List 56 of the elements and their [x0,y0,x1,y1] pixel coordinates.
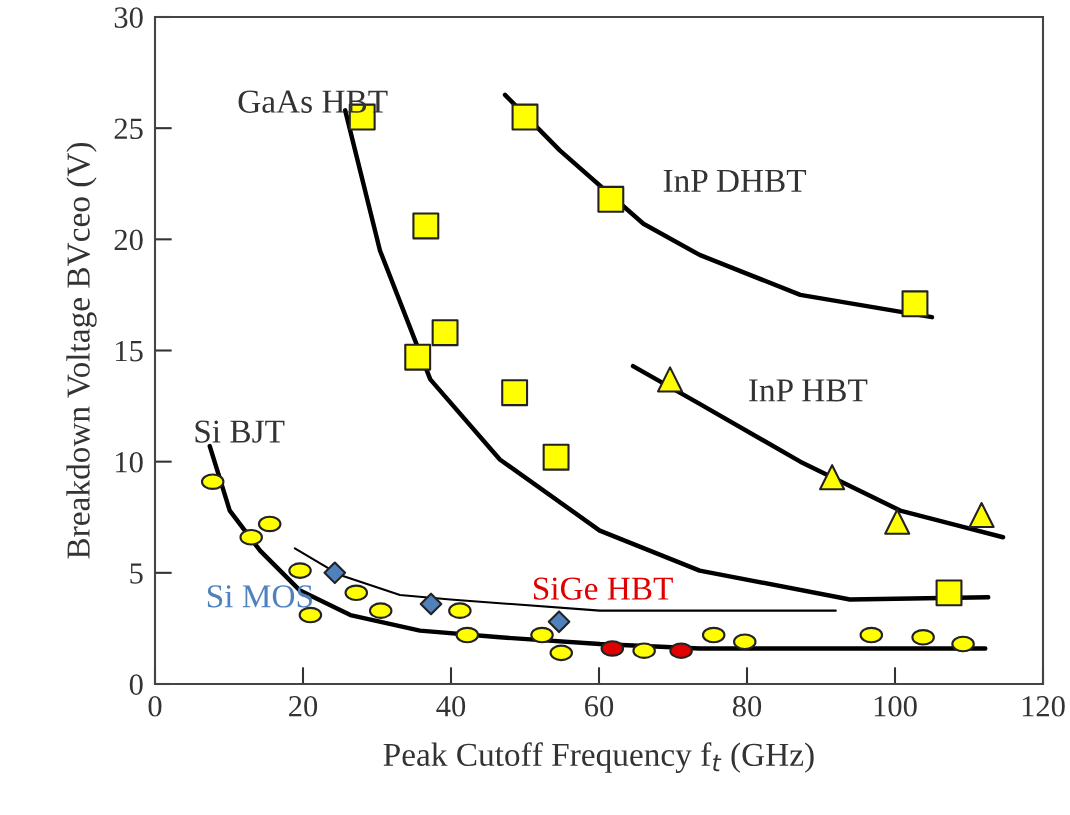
point [656,366,684,393]
y-tick-label: 5 [130,563,143,584]
line-series [207,443,988,651]
point [239,528,263,546]
y-tick-label: 25 [114,118,143,140]
point [298,606,323,624]
line-series [630,363,1006,540]
x-tick-label: 100 [874,695,917,717]
series-label: InP DHBT [663,169,807,192]
series-label: Si MOS [207,585,312,608]
point [530,626,554,644]
point [733,633,757,651]
point [419,592,443,616]
point [404,343,432,371]
x-tick-label: 0 [148,695,162,717]
point [511,103,539,131]
point [412,212,440,240]
y-tick-label: 30 [114,7,143,28]
y-tick-label: 20 [114,229,143,251]
point [597,185,625,213]
point [935,579,963,607]
x-axis-title: Peak Cutoff Frequency f$_{t}$ (GHz) [383,742,814,773]
point [547,610,571,634]
x-tick-label: 80 [732,695,762,717]
series-label: Si BJT [195,420,285,443]
x-tick-label: 120 [1022,695,1065,717]
point [701,626,726,644]
point [431,319,459,347]
point [669,642,693,659]
y-tick-label: 15 [116,340,143,362]
point [257,515,282,533]
x-tick-label: 40 [436,695,466,717]
x-tick-label: 20 [289,695,318,717]
point [344,584,369,602]
point [632,642,656,659]
point [448,602,472,619]
point [455,626,480,644]
point [911,629,935,646]
point [901,290,929,318]
point [859,626,884,644]
point [501,379,529,407]
point [968,501,995,529]
point [819,464,846,491]
y-tick-label: 0 [129,674,143,695]
y-axis-title: Breakdown Voltage BVceo (V) [66,142,97,559]
point [288,562,312,579]
series-label: GaAs HBT [238,90,388,113]
series-label: SiGe HBT [533,577,673,600]
y-tick-label: 10 [116,451,143,473]
point [542,443,570,471]
text: InP HBT [749,379,868,402]
point [951,635,975,653]
point [884,508,911,535]
point [323,561,347,585]
x-tick-label: 60 [585,695,614,717]
point [549,644,574,662]
